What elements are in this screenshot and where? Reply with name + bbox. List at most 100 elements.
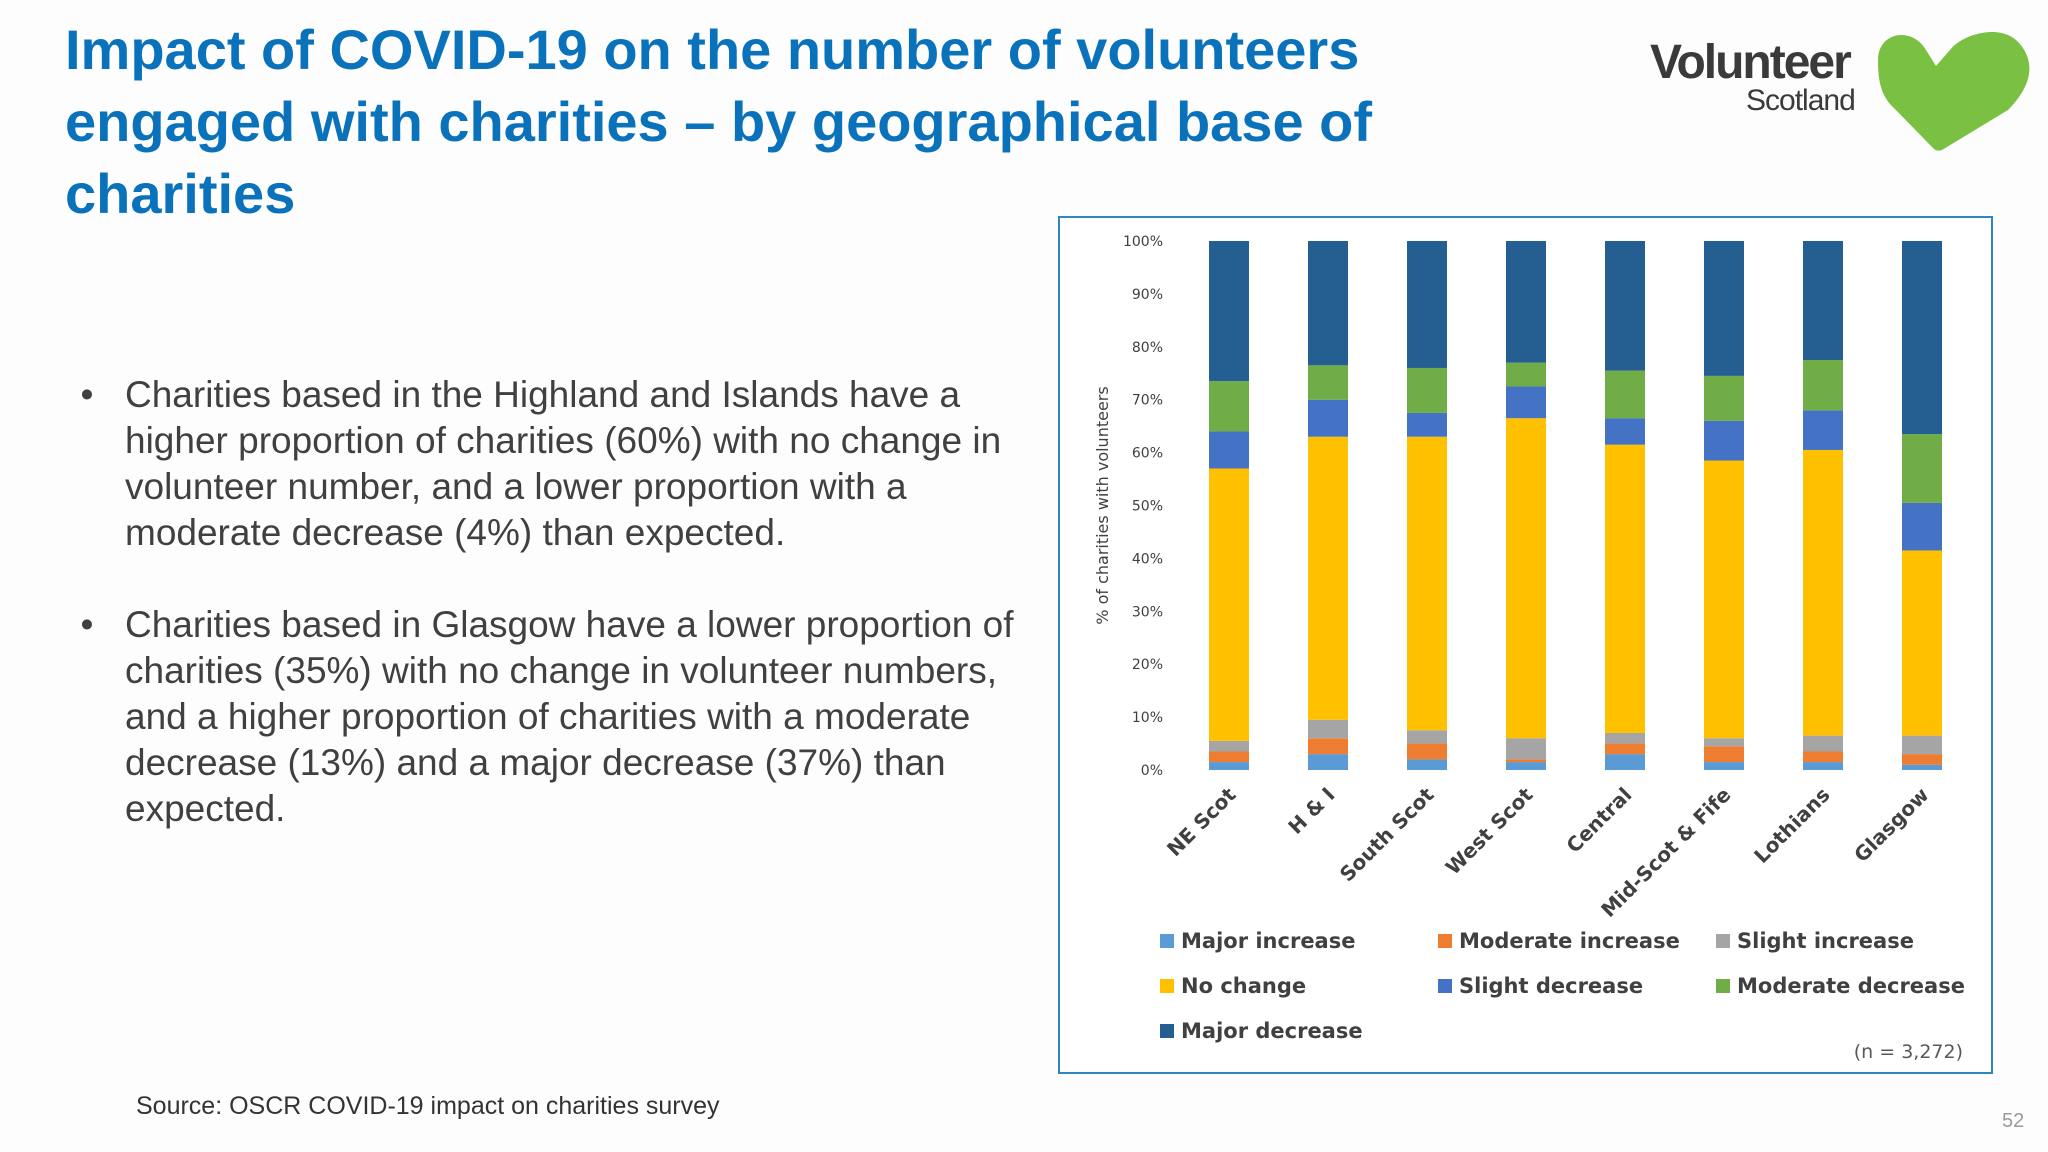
bar-segment	[1407, 759, 1447, 770]
bar-segment	[1209, 762, 1249, 770]
bar-segment	[1308, 738, 1348, 755]
bar-segment	[1407, 367, 1447, 413]
bar-segment	[1704, 738, 1744, 747]
legend-swatch	[1716, 979, 1730, 993]
volunteer-scotland-logo: Volunteer Scotland	[1650, 31, 2030, 151]
bar-segment	[1605, 370, 1645, 419]
legend-label: Moderate decrease	[1737, 974, 1965, 998]
bar-segment	[1704, 420, 1744, 461]
y-tick-label: 50%	[1132, 499, 1163, 515]
bar-segment	[1605, 743, 1645, 755]
page-number: 52	[2002, 1110, 2025, 1132]
bar-segment	[1803, 410, 1843, 450]
bar-segment	[1506, 241, 1546, 363]
legend-swatch	[1160, 934, 1174, 948]
bar-segment	[1506, 418, 1546, 739]
legend-label: Major decrease	[1181, 1019, 1363, 1043]
y-tick-label: 70%	[1132, 393, 1163, 409]
y-tick-label: 60%	[1132, 446, 1163, 462]
legend-swatch	[1438, 934, 1452, 948]
bar-segment	[1704, 746, 1744, 763]
bar-segment	[1902, 434, 1942, 503]
legend-label: Major increase	[1181, 929, 1355, 953]
bar-segment	[1704, 375, 1744, 421]
bar-segment	[1506, 738, 1546, 760]
bar-segment	[1506, 386, 1546, 419]
bar-segment	[1209, 241, 1249, 382]
bar-segment	[1308, 719, 1348, 739]
y-tick-label: 90%	[1132, 287, 1163, 303]
bar-segment	[1308, 241, 1348, 366]
y-tick-label: 40%	[1132, 551, 1163, 567]
x-category-label: Glasgow	[1849, 783, 1933, 867]
bar-segment	[1308, 436, 1348, 720]
heart-icon	[1878, 31, 2030, 151]
bar-segment	[1803, 762, 1843, 770]
bar-segment	[1407, 436, 1447, 731]
y-tick-label: 80%	[1132, 340, 1163, 356]
y-tick-label: 10%	[1132, 710, 1163, 726]
legend-label: Slight increase	[1737, 929, 1914, 953]
bar-segment	[1902, 502, 1942, 551]
bar-segment	[1308, 399, 1348, 437]
slide-title: Impact of COVID-19 on the number of volu…	[65, 18, 1373, 225]
bar-segment	[1209, 431, 1249, 469]
bar-segment	[1407, 730, 1447, 744]
bar-segment	[1209, 740, 1249, 752]
bullet-item: • Charities based in the Highland and Is…	[72, 372, 1022, 556]
legend-label: No change	[1181, 974, 1306, 998]
bullet-symbol: •	[80, 604, 94, 645]
bar-segment	[1704, 241, 1744, 376]
legend-swatch	[1160, 1024, 1174, 1038]
logo-word-scotland: Scotland	[1746, 84, 1855, 117]
y-tick-label: 0%	[1141, 763, 1163, 779]
legend-swatch	[1438, 979, 1452, 993]
bar-segment	[1902, 764, 1942, 770]
bar-segment	[1605, 732, 1645, 744]
bar-segment	[1605, 241, 1645, 371]
x-category-label: Lothians	[1749, 783, 1834, 868]
bar-segment	[1902, 550, 1942, 736]
bar-segment	[1902, 735, 1942, 755]
bar-segment	[1407, 241, 1447, 368]
bar-segment	[1605, 418, 1645, 445]
bar-segment	[1803, 735, 1843, 752]
y-tick-label: 20%	[1132, 657, 1163, 673]
bar-segment	[1209, 468, 1249, 741]
legend-label: Moderate increase	[1459, 929, 1680, 953]
bullet-text: Charities based in the Highland and Isla…	[125, 374, 1002, 553]
x-category-label: NE Scot	[1162, 782, 1241, 861]
legend-swatch	[1716, 934, 1730, 948]
bar-segment	[1407, 743, 1447, 760]
bar-segment	[1407, 412, 1447, 437]
bullet-list: • Charities based in the Highland and Is…	[72, 372, 1022, 878]
bar-segment	[1308, 754, 1348, 770]
bullet-text: Charities based in Glasgow have a lower …	[125, 604, 1014, 829]
bar-segment	[1803, 751, 1843, 763]
bar-segment	[1704, 762, 1744, 770]
source-note: Source: OSCR COVID-19 impact on charitie…	[136, 1092, 720, 1120]
x-category-label: West Scot	[1441, 782, 1538, 879]
sample-size-note: (n = 3,272)	[1854, 1041, 1963, 1063]
x-category-label: South Scot	[1335, 782, 1439, 886]
legend-label: Slight decrease	[1459, 974, 1643, 998]
bar-segment	[1803, 449, 1843, 736]
legend-swatch	[1160, 979, 1174, 993]
bullet-item: • Charities based in Glasgow have a lowe…	[72, 602, 1022, 832]
bar-segment	[1506, 362, 1546, 387]
y-axis-title: % of charities with volunteers	[1093, 386, 1112, 624]
bar-segment	[1803, 360, 1843, 411]
chart-panel: 0% 10% 20% 30% 40% 50% 60% 70% 80% 90% 100% % of ch…	[1058, 216, 1993, 1074]
bullet-symbol: •	[80, 374, 94, 415]
x-category-label: H & I	[1283, 783, 1339, 839]
stacked-bar-chart: 0% 10% 20% 30% 40% 50% 60% 70% 80% 90% 100% % of ch…	[1093, 234, 1965, 1063]
bar-segment	[1506, 762, 1546, 770]
x-category-label: Central	[1561, 783, 1636, 858]
y-tick-label: 100%	[1123, 234, 1163, 250]
bar-segment	[1902, 241, 1942, 435]
y-tick-label: 30%	[1132, 604, 1163, 620]
bar-segment	[1506, 759, 1546, 763]
bar-segment	[1704, 460, 1744, 739]
bar-segment	[1209, 751, 1249, 763]
logo-word-volunteer: Volunteer	[1650, 36, 1851, 89]
